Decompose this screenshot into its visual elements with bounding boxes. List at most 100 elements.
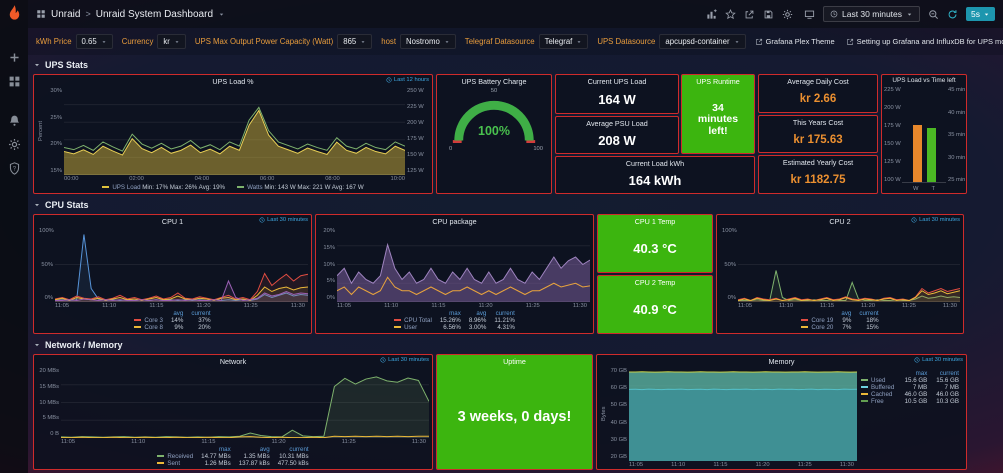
- row-header-cpu-stats[interactable]: CPU Stats: [33, 198, 967, 212]
- refresh-interval-select[interactable]: 5s: [966, 7, 995, 21]
- refresh-button[interactable]: [947, 9, 958, 20]
- legend-series-name[interactable]: Free: [857, 398, 900, 405]
- panel-title[interactable]: CPU 1: [161, 217, 184, 226]
- variable-value-dropdown[interactable]: 865: [337, 34, 373, 49]
- variable-value-dropdown[interactable]: 0.65: [75, 34, 113, 49]
- help-shield-icon[interactable]: [8, 162, 21, 175]
- cpu2-chart[interactable]: [738, 227, 960, 302]
- legend-series-name[interactable]: Core 20: [797, 324, 837, 331]
- legend-series-name[interactable]: Core 19: [797, 317, 837, 324]
- panel-title[interactable]: Current UPS Load: [587, 77, 647, 86]
- legend-row: Sent 1.26 MBs 137.87 kBs 477.50 kBs: [153, 460, 312, 467]
- panel-title[interactable]: Estimated Yearly Cost: [782, 158, 854, 168]
- legend-column[interactable]: current: [289, 446, 309, 453]
- variable-value-dropdown[interactable]: Nostromo: [400, 34, 456, 49]
- ups-bar-chart[interactable]: [902, 86, 946, 183]
- zoom-out-button[interactable]: [928, 9, 939, 20]
- variable-value-dropdown[interactable]: Telegraf: [538, 34, 589, 49]
- cpu-package-chart[interactable]: [337, 227, 590, 302]
- star-button[interactable]: [725, 9, 736, 20]
- panel-current-load-kwh: Current Load kWh 164 kWh: [555, 156, 755, 194]
- legend-row: Core 8 9% 20%: [130, 324, 214, 331]
- panel-title[interactable]: Average PSU Load: [586, 119, 648, 128]
- legend-column[interactable]: max: [219, 446, 231, 453]
- panel-title[interactable]: CPU 2 Temp: [634, 278, 676, 287]
- panel-title[interactable]: UPS Battery Charge: [461, 77, 527, 86]
- legend-column[interactable]: avg: [173, 310, 184, 317]
- axis-tick: 11:25: [243, 303, 258, 309]
- memory-chart[interactable]: [629, 367, 857, 461]
- network-chart[interactable]: [61, 367, 429, 438]
- axis-tick: 11:20: [271, 439, 286, 445]
- share-button[interactable]: [744, 9, 755, 20]
- panel-title[interactable]: CPU 2: [829, 217, 851, 226]
- panel-title[interactable]: Uptime: [503, 357, 526, 366]
- breadcrumb-folder[interactable]: Unraid: [51, 8, 81, 20]
- dashboards-grid-icon[interactable]: [8, 75, 21, 88]
- dashboard-link[interactable]: Grafana Plex Theme: [755, 37, 835, 46]
- alerting-bell-icon[interactable]: [8, 114, 21, 127]
- y-axis-title: Percent: [38, 121, 44, 141]
- panel-title[interactable]: CPU package: [432, 217, 477, 226]
- panel-title[interactable]: Memory: [768, 357, 795, 366]
- legend-column[interactable]: current: [191, 310, 211, 317]
- legend-column[interactable]: current: [859, 310, 879, 317]
- gauge-max: 100: [533, 146, 543, 152]
- legend-series-name[interactable]: Used: [857, 377, 900, 384]
- time-range-picker[interactable]: Last 30 minutes: [823, 6, 921, 22]
- legend-series-name[interactable]: CPU Total: [390, 317, 436, 324]
- axis-tick: 11:10: [778, 303, 794, 309]
- battery-gauge[interactable]: 0 50 100 100%: [443, 88, 545, 191]
- row-header-network-memory[interactable]: Network / Memory: [33, 338, 967, 352]
- panel-title[interactable]: UPS Runtime: [696, 77, 740, 86]
- variable-value-dropdown[interactable]: kr: [157, 34, 186, 49]
- legend-series-name[interactable]: Cached: [857, 391, 900, 398]
- legend-series-name[interactable]: Buffered: [857, 384, 900, 391]
- axis-tick: 150 W: [884, 141, 901, 147]
- dashboard-title[interactable]: Unraid System Dashboard: [95, 8, 214, 20]
- legend-series-name[interactable]: User: [390, 324, 436, 331]
- legend-item[interactable]: UPS Load Min: 17% Max: 26% Avg: 19%: [102, 184, 225, 191]
- legend-value: 37%: [198, 317, 211, 324]
- cycle-view-button[interactable]: [804, 9, 815, 20]
- legend-column[interactable]: max: [449, 310, 461, 317]
- legend-series-name[interactable]: Core 8: [130, 324, 167, 331]
- add-panel-button[interactable]: [706, 9, 717, 20]
- legend-column[interactable]: current: [495, 310, 515, 317]
- row-header-ups-stats[interactable]: UPS Stats: [33, 58, 967, 72]
- legend-column[interactable]: avg: [259, 446, 270, 453]
- legend-column[interactable]: avg: [476, 310, 487, 317]
- chevron-down-icon: [33, 61, 41, 69]
- variable-value-dropdown[interactable]: apcupsd-container: [659, 34, 746, 49]
- panel-title[interactable]: Current Load kWh: [625, 159, 685, 168]
- dashboard-settings-button[interactable]: [782, 9, 793, 20]
- ups-load-chart[interactable]: [64, 87, 405, 175]
- bar-W[interactable]: [912, 86, 922, 182]
- grafana-logo-icon[interactable]: [5, 4, 24, 23]
- axis-tick: 08:00: [325, 176, 340, 182]
- legend-column[interactable]: avg: [841, 310, 852, 317]
- panel-title[interactable]: This Years Cost: [792, 117, 844, 127]
- cpu1-chart[interactable]: [55, 227, 308, 302]
- panel-title[interactable]: UPS Load vs Time left: [892, 77, 956, 84]
- configuration-gear-icon[interactable]: [8, 138, 21, 151]
- legend-series-name[interactable]: Received: [153, 453, 197, 460]
- panel-title[interactable]: UPS Load %: [212, 77, 254, 86]
- panel-title[interactable]: CPU 1 Temp: [634, 217, 676, 226]
- axis-tick: 11:05: [337, 303, 352, 309]
- save-button[interactable]: [763, 9, 774, 20]
- legend-series-name[interactable]: Core 3: [130, 317, 167, 324]
- create-plus-icon[interactable]: [8, 51, 21, 64]
- stat-value: 208 W: [598, 132, 636, 148]
- bar-T[interactable]: [926, 86, 936, 182]
- axis-tick: 11:30: [942, 303, 957, 309]
- dashboard-link[interactable]: Setting up Grafana and InfluxDB for UPS …: [846, 37, 1003, 46]
- chevron-down-icon[interactable]: [218, 11, 225, 18]
- legend-column[interactable]: max: [915, 370, 928, 377]
- panel-title[interactable]: Average Daily Cost: [787, 77, 849, 86]
- legend-series-name[interactable]: Sent: [153, 460, 197, 467]
- legend-column[interactable]: current: [939, 370, 959, 377]
- panel-ups-battery-charge: UPS Battery Charge 0 50 100 100%: [436, 74, 552, 194]
- panel-title[interactable]: Network: [219, 357, 247, 366]
- legend-item[interactable]: Watts Min: 143 W Max: 221 W Avg: 167 W: [237, 184, 364, 191]
